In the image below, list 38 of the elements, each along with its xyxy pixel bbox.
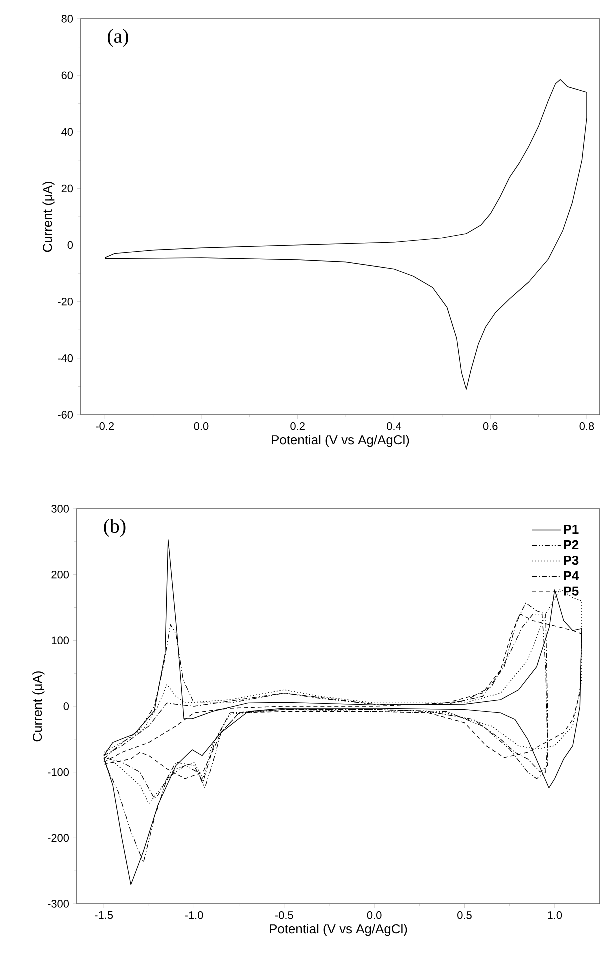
- y-tick-label: -20: [58, 298, 74, 306]
- x-axis-title: Potential (V vs Ag/AgCl): [272, 435, 410, 448]
- y-tick-label: 0: [68, 241, 74, 250]
- y-axis-title: Current (μA): [42, 182, 55, 252]
- annotation: (a): [108, 29, 128, 48]
- y-tick-label: -100: [48, 768, 70, 776]
- x-tick-label: 0.5: [458, 912, 472, 920]
- x-tick-label: 0.6: [483, 422, 498, 430]
- y-tick-label: 100: [52, 636, 70, 645]
- x-tick-label: 0.4: [387, 422, 402, 430]
- x-axis-title: Potential (V vs Ag/AgCl): [270, 924, 408, 936]
- y-tick-label: 20: [62, 184, 74, 193]
- y-tick-label: -60: [58, 411, 74, 419]
- y-tick-label: 40: [62, 128, 74, 136]
- y-tick-label: 60: [62, 72, 74, 80]
- y-tick-label: -200: [48, 834, 70, 842]
- legend-label: P1: [564, 525, 579, 534]
- y-axis-title: Current (μA): [32, 672, 45, 742]
- x-tick-label: -0.5: [275, 912, 294, 920]
- x-tick-label: -1.5: [95, 912, 114, 920]
- legend-label: P2: [564, 540, 579, 550]
- y-tick-label: -40: [58, 354, 74, 362]
- x-tick-label: 0.2: [290, 422, 305, 430]
- legend-label: P3: [564, 556, 579, 566]
- x-tick-label: -1.0: [185, 912, 204, 920]
- annotation: (b): [104, 519, 126, 538]
- legend-label: P5: [564, 586, 579, 596]
- y-tick-label: 0: [64, 702, 70, 710]
- x-tick-label: 1.0: [548, 912, 562, 920]
- y-tick-label: 80: [62, 15, 74, 23]
- y-tick-label: 200: [52, 570, 70, 579]
- y-tick-label: 300: [52, 505, 70, 513]
- y-tick-label: -300: [48, 900, 70, 908]
- x-tick-label: 0.8: [580, 422, 594, 430]
- x-tick-label: 0.0: [194, 422, 209, 430]
- x-tick-label: 0.0: [367, 912, 382, 920]
- x-tick-label: -0.2: [96, 422, 114, 430]
- legend-label: P4: [564, 571, 580, 580]
